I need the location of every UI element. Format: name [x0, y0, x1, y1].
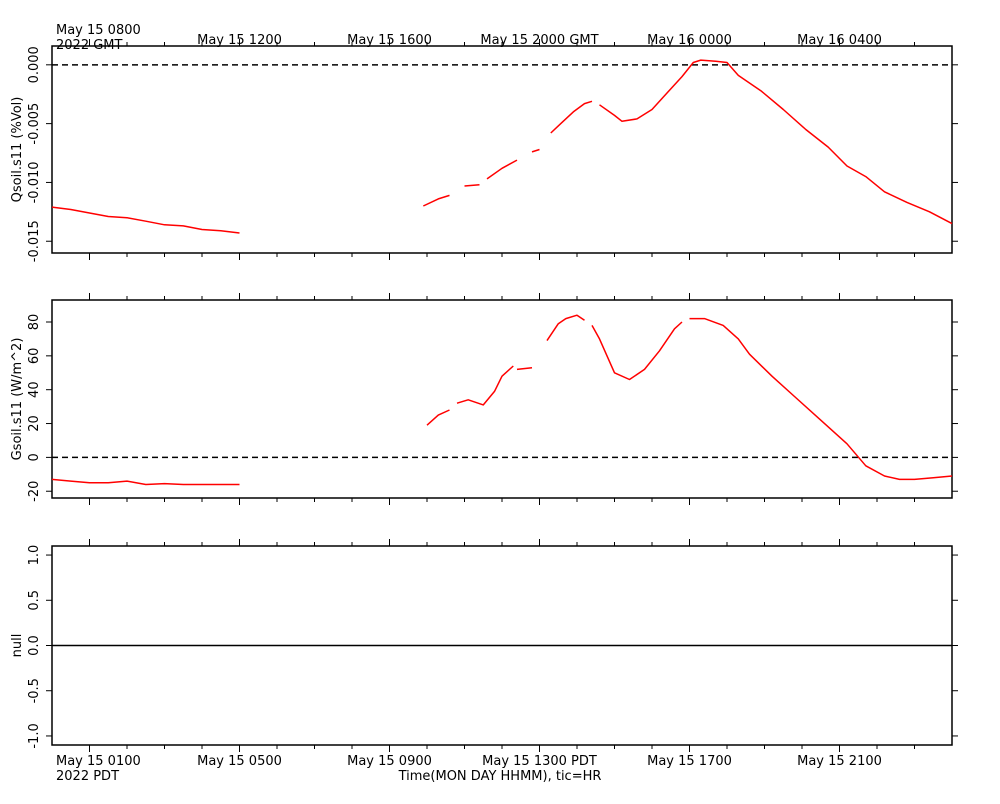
y-tick-label: 0.0	[27, 635, 42, 656]
bottom-tick-label: May 15 0100	[56, 754, 141, 769]
series-line-segment	[464, 184, 480, 187]
y-tick-label: 0.5	[27, 590, 42, 611]
y-tick-label: 0.000	[27, 46, 42, 83]
panel-1-frame	[51, 45, 953, 254]
bottom-tick-label: May 15 0900	[347, 754, 432, 769]
y-tick-label: -0.5	[27, 678, 42, 703]
top-tick-label: May 16 0000	[647, 33, 732, 48]
panel-2-frame	[51, 299, 953, 499]
y-tick-label: 60	[27, 348, 42, 365]
bottom-tick-label: May 15 0500	[197, 754, 282, 769]
top-tick-label: May 15 1600	[347, 33, 432, 48]
top-tick-label: May 16 0400	[797, 33, 882, 48]
series-line-segment	[422, 194, 450, 207]
bottom-tick-label: May 15 1300 PDT	[482, 754, 597, 769]
series-line-segment	[51, 478, 240, 486]
series-line-segment	[550, 100, 593, 134]
series-line-segment	[546, 314, 585, 342]
top-tick-label: May 15 1200	[197, 33, 282, 48]
bottom-axis-year-label: 2022 PDT	[56, 769, 119, 784]
panels-layer: 0.000 -0.005 -0.010 -0.015 Qsoil.s11 (%Vol) 8…	[10, 39, 958, 752]
y-tick-label: -0.015	[27, 220, 42, 262]
series-line-segment	[426, 409, 450, 426]
series-line-segment	[531, 148, 540, 153]
y-tick-label: -0.010	[27, 161, 42, 203]
y-tick-label: 20	[27, 415, 42, 432]
y-tick-label: 80	[27, 314, 42, 331]
panel-2: 80 60 40 20 0 -20 Gsoil.s11 (W/m^2)	[10, 293, 958, 505]
series-line-segment	[591, 321, 683, 381]
bottom-tick-label: May 15 1700	[647, 754, 732, 769]
axes-text-layer: May 15 0800 May 15 1200 May 15 1600 May 15 …	[56, 23, 882, 784]
bottom-tick-label: May 15 2100	[797, 754, 882, 769]
panel-3: 1.0 0.5 0.0 -0.5 -1.0 null	[10, 539, 958, 752]
series-line-segment	[689, 317, 953, 481]
top-tick-label: May 15 2000 GMT	[480, 33, 598, 48]
top-tick-label: May 15 0800	[56, 23, 141, 38]
y-tick-label: 0	[27, 453, 42, 461]
y-tick-label: 40	[27, 381, 42, 398]
y-tick-label: -20	[27, 481, 42, 502]
series-line-segment	[456, 365, 514, 406]
series-line-segment	[516, 366, 533, 371]
top-axis-year-label: 2022 GMT	[56, 38, 123, 53]
series-line-segment	[51, 206, 240, 234]
y-axis-label: null	[10, 634, 25, 658]
y-tick-label: 1.0	[27, 545, 42, 566]
y-axis-label: Gsoil.s11 (W/m^2)	[10, 338, 25, 461]
y-tick-label: -1.0	[27, 723, 42, 748]
series-line-segment	[599, 59, 953, 225]
x-axis-label: Time(MON DAY HHMM), tic=HR	[398, 769, 602, 784]
panel-1: 0.000 -0.005 -0.010 -0.015 Qsoil.s11 (%Vol)	[10, 39, 958, 262]
y-axis-label: Qsoil.s11 (%Vol)	[10, 97, 25, 203]
y-tick-label: -0.005	[27, 103, 42, 145]
series-line-segment	[486, 159, 518, 180]
